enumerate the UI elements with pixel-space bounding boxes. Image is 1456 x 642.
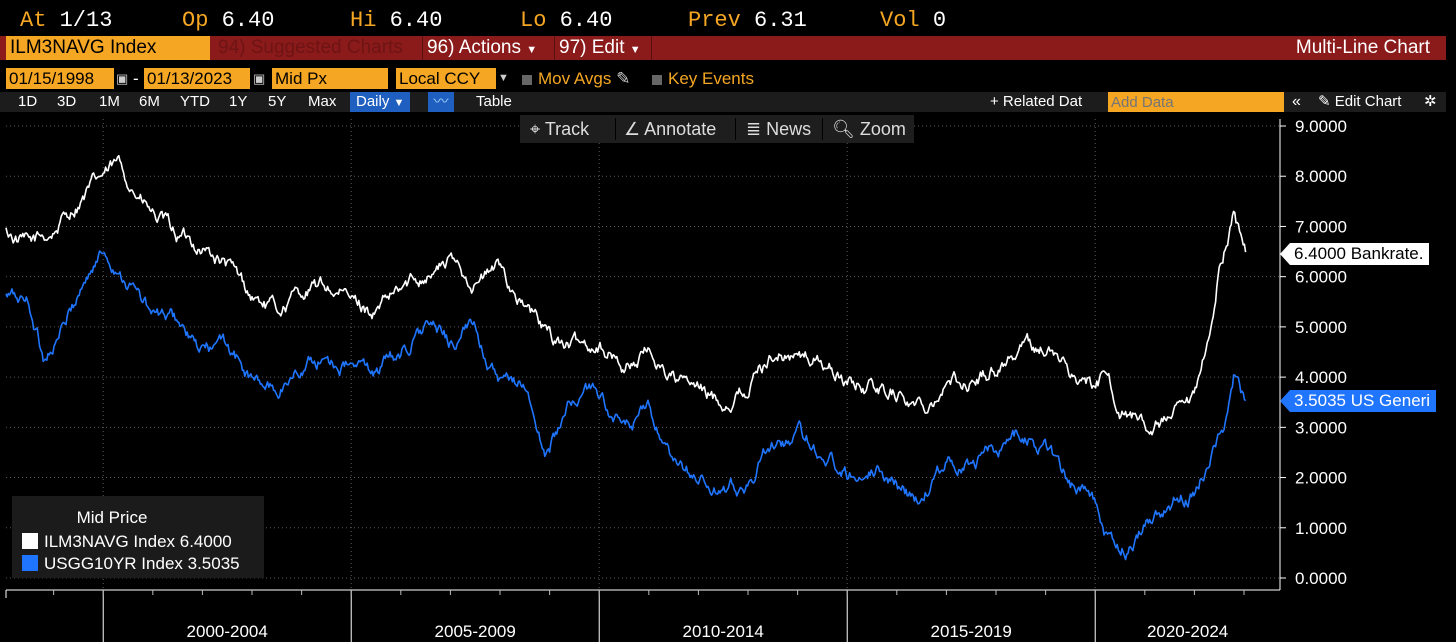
suggested-charts-button[interactable]: 94) Suggested Charts	[218, 37, 403, 58]
pencil-icon: ✎	[616, 69, 631, 88]
last-value-tag-ilm3navg: 6.4000 Bankrate.	[1279, 243, 1430, 265]
legend-label: USGG10YR Index 3.5035	[44, 554, 240, 573]
actions-menu[interactable]: 96) Actions ▼	[422, 36, 555, 60]
key-events-label: Key Events	[668, 69, 754, 88]
quote-volume: Vol 0	[880, 8, 947, 33]
range-3d[interactable]: 3D	[57, 93, 77, 110]
legend-item: ILM3NAVG Index 6.4000	[22, 532, 232, 552]
legend-swatch	[22, 533, 38, 549]
end-date-field[interactable]: 01/13/2023	[144, 68, 250, 89]
date-separator: -	[133, 69, 139, 88]
key-events-toggle[interactable]: Key Events	[652, 68, 754, 89]
x-tick-label: 2015-2019	[931, 622, 1012, 641]
start-date-field[interactable]: 01/15/1998	[6, 68, 114, 89]
y-tick-label: 8.0000	[1295, 167, 1347, 186]
range-6m[interactable]: 6M	[139, 93, 160, 110]
checkbox-icon	[522, 74, 532, 85]
y-tick-label: 5.0000	[1295, 318, 1347, 337]
calendar-icon[interactable]: ▣	[253, 71, 266, 86]
chart-kind-label: Multi-Line Chart	[1295, 37, 1430, 58]
legend-swatch	[22, 555, 38, 571]
period-label: Daily	[356, 93, 390, 110]
range-1y[interactable]: 1Y	[229, 93, 248, 110]
legend-item: USGG10YR Index 3.5035	[22, 554, 240, 574]
chart-legend: Mid Price ILM3NAVG Index 6.4000 USGG10YR…	[12, 496, 264, 578]
range-1d[interactable]: 1D	[18, 93, 38, 110]
price-field-select[interactable]: Mid Px	[272, 68, 388, 89]
track-tool[interactable]: ⌖ Track	[530, 115, 589, 143]
quote-open: Op 6.40	[182, 8, 275, 33]
legend-header: Mid Price	[76, 508, 148, 527]
gear-icon[interactable]: ✲	[1424, 93, 1437, 110]
y-tick-label: 4.0000	[1295, 368, 1347, 387]
news-label: News	[766, 119, 812, 139]
currency-select[interactable]: Local CCY	[396, 68, 496, 89]
collapse-icon[interactable]: «	[1292, 93, 1301, 110]
quote-at: At 1/13	[20, 8, 113, 33]
chart-series	[5, 154, 1247, 561]
y-tick-label: 3.0000	[1295, 418, 1347, 437]
series-line-0	[5, 154, 1247, 436]
x-tick-label: 2020-2024	[1147, 622, 1228, 641]
calendar-icon[interactable]: ▣	[116, 71, 129, 86]
magnifier-icon: 🔍︎	[832, 119, 855, 139]
y-tick-label: 2.0000	[1295, 469, 1347, 488]
pencil-icon: ✎	[1318, 93, 1331, 110]
track-label: Track	[544, 119, 590, 139]
actions-label: 96) Actions	[427, 37, 521, 58]
x-tick-label: 2005-2009	[435, 622, 516, 641]
edit-label: 97) Edit	[559, 37, 625, 58]
table-button[interactable]: Table	[476, 93, 512, 110]
range-1m[interactable]: 1M	[99, 93, 120, 110]
zoom-label: Zoom	[859, 119, 906, 139]
related-data-button[interactable]: + Related Dat	[990, 93, 1083, 110]
chevron-down-icon: ▼	[393, 97, 405, 109]
quote-low: Lo 6.40	[520, 8, 613, 33]
chevron-down-icon[interactable]: ▼	[498, 72, 509, 84]
zoom-tool[interactable]: 🔍︎ Zoom	[832, 115, 906, 143]
y-tick-label: 9.0000	[1295, 117, 1347, 136]
range-bar: 1D 3D 1M 6M YTD 1Y 5Y Max Daily ▼ 〰 Tabl…	[0, 92, 1446, 112]
range-ytd[interactable]: YTD	[180, 93, 210, 110]
x-tick-label: 2000-2004	[187, 622, 268, 641]
mov-avgs-toggle[interactable]: Mov Avgs ✎	[522, 68, 630, 89]
chevron-down-icon: ▼	[526, 44, 538, 56]
quote-prev: Prev 6.31	[688, 8, 807, 33]
annotate-icon: ∠	[624, 119, 641, 139]
quote-row: At 1/13 Op 6.40 Hi 6.40 Lo 6.40 Prev 6.3…	[0, 6, 1456, 36]
annotate-label: Annotate	[644, 119, 717, 139]
chart-toolbar: ⌖ Track ∠ Annotate ≣ News 🔍︎ Zoom	[520, 115, 914, 143]
chart-controls: 01/15/1998 ▣ - 01/13/2023 ▣ Mid Px Local…	[0, 68, 1456, 90]
y-tick-label: 7.0000	[1295, 217, 1347, 236]
annotate-tool[interactable]: ∠ Annotate	[624, 115, 716, 143]
news-icon: ≣	[746, 119, 762, 139]
line-chart-icon[interactable]: 〰	[428, 92, 454, 112]
news-tool[interactable]: ≣ News	[746, 115, 811, 143]
checkbox-icon	[652, 74, 662, 85]
ticker-field[interactable]: ILM3NAVG Index	[6, 36, 210, 60]
chart-axes: 0.0000 1.0000 2.0000 3.0000 4.0000 5.0000 6.00…	[5, 117, 1347, 642]
y-tick-label: 0.0000	[1295, 569, 1347, 588]
quote-high: Hi 6.40	[350, 8, 443, 33]
period-select[interactable]: Daily ▼	[350, 92, 411, 112]
legend-label: ILM3NAVG Index 6.4000	[44, 532, 232, 551]
title-bar: ILM3NAVG Index 94) Suggested Charts 96) …	[0, 36, 1446, 60]
mov-avgs-label: Mov Avgs	[538, 69, 612, 88]
x-tick-label: 2010-2014	[683, 622, 764, 641]
range-max[interactable]: Max	[308, 93, 337, 110]
y-tick-label: 6.0000	[1295, 268, 1347, 287]
y-tick-label: 1.0000	[1295, 519, 1347, 538]
edit-chart-button[interactable]: ✎ Edit Chart	[1318, 92, 1401, 112]
add-data-input[interactable]	[1108, 92, 1284, 112]
range-5y[interactable]: 5Y	[268, 93, 287, 110]
add-data-field[interactable]	[1108, 92, 1284, 112]
series-line-1	[5, 250, 1247, 561]
edit-menu[interactable]: 97) Edit ▼	[554, 36, 652, 60]
last-value-tag-usgg10yr: 3.5035 US Generi	[1279, 390, 1437, 412]
edit-chart-label: Edit Chart	[1334, 93, 1402, 110]
chevron-down-icon: ▼	[629, 44, 641, 56]
crosshair-icon: ⌖	[530, 119, 541, 139]
